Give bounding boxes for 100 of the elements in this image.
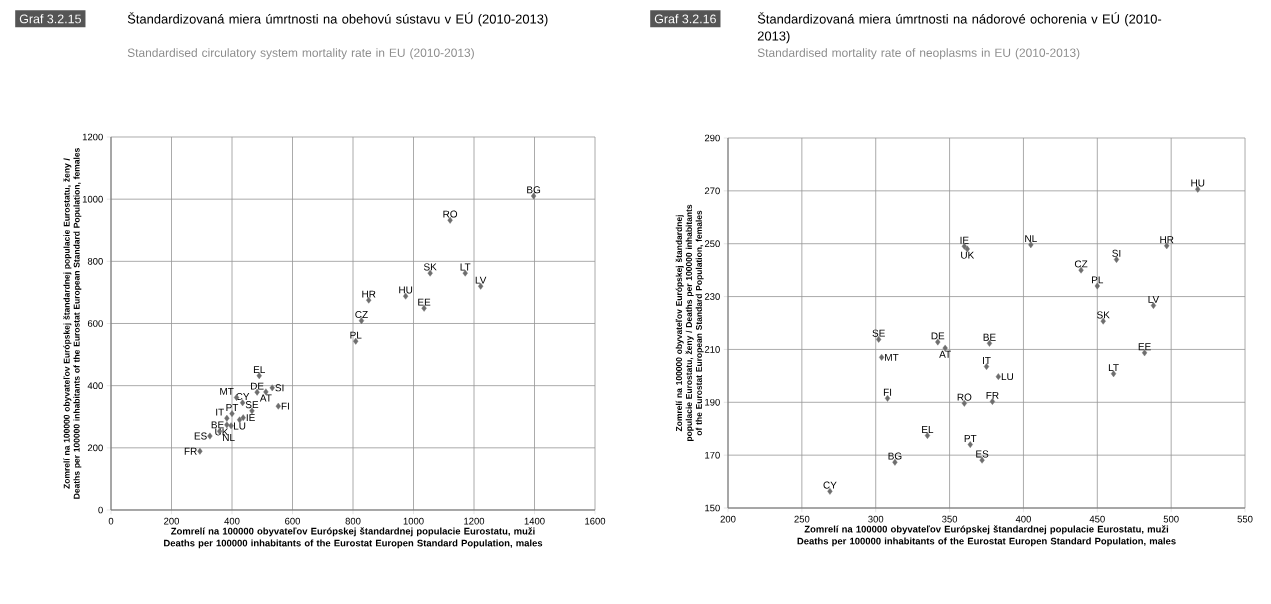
- annotation: BG: [888, 452, 902, 460]
- y-tick-label: 250: [704, 240, 720, 248]
- y-axis-title: Zomrelí na 100000 obyvateľov Európskej štandardnej populacie Eurostatu, ženy / Deaths per 100000 inhabitants of the Eurostat European Standard Population, females: [675, 204, 704, 442]
- x-tick-label: 0: [108, 517, 114, 525]
- annotation: SE: [872, 329, 885, 337]
- chart-title: Štandardizovaná miera úmrtnosti na obehovú sústavu v EÚ (2010-2013): [127, 12, 548, 27]
- annotation: SK: [423, 263, 437, 271]
- x-tick-label: 550: [1237, 515, 1253, 523]
- chart-subtitle: Standardised mortality rate of neoplasms in EU (2010-2013): [757, 48, 1080, 60]
- x-tick-label: 250: [794, 515, 810, 523]
- annotation: HU: [399, 286, 413, 294]
- annotation: MT: [220, 387, 234, 395]
- text: Graf 3.2.16: [654, 14, 716, 24]
- annotation: HR: [362, 290, 376, 298]
- annotation: FI: [883, 388, 892, 396]
- y-axis-title: Zomrelí na 100000 obyvateľov Európskej štandardnej populacie Eurostatu, ženy / Deaths per 100000 inhabitants of the Eurostat European Standard Population, females: [63, 148, 82, 499]
- x-tick-label: 800: [345, 517, 361, 525]
- annotation: FI: [281, 402, 289, 410]
- annotation: LV: [1148, 296, 1160, 303]
- annotation: EE: [1138, 343, 1151, 351]
- y-tick-label: 270: [704, 187, 720, 195]
- x-tick-label: 1400: [524, 517, 545, 525]
- text: Graf 3.2.15: [19, 14, 81, 24]
- annotation: PL: [1092, 276, 1104, 284]
- point: [275, 402, 281, 410]
- x-tick-label: 1200: [464, 517, 485, 525]
- annotation: BE: [983, 333, 996, 341]
- y-tick-label: 400: [87, 382, 103, 390]
- point: [224, 421, 230, 429]
- annotation: HU: [1191, 179, 1205, 187]
- point: [224, 414, 230, 422]
- y-tick-label: 190: [705, 398, 720, 406]
- annotation: LT: [1108, 364, 1119, 372]
- x-tick-label: 400: [1015, 515, 1031, 523]
- annotation: FR: [986, 391, 999, 399]
- annotation: IE: [246, 414, 255, 422]
- x-tick-label: 400: [224, 517, 240, 525]
- annotation: SK: [1097, 311, 1110, 319]
- annotation: IT: [216, 408, 224, 416]
- annotation: NL: [223, 434, 235, 441]
- y-tick-label: 800: [87, 257, 103, 265]
- annotation: NL: [1025, 235, 1037, 243]
- annotation: HR: [1160, 236, 1174, 244]
- annotation: DE: [251, 382, 264, 390]
- x-tick-label: 500: [1163, 515, 1179, 523]
- annotation: SI: [1112, 249, 1121, 257]
- annotation: UK: [961, 251, 975, 259]
- annotation: ES: [194, 432, 207, 440]
- annotation: RO: [957, 393, 972, 401]
- chart-subtitle: Standardised circulatory system mortality rate in EU (2010-2013): [127, 48, 474, 60]
- y-tick-label: 200: [87, 444, 103, 452]
- annotation: IT: [983, 357, 991, 364]
- annotation: PT: [226, 404, 239, 411]
- x-tick-label: 300: [868, 515, 884, 523]
- point: [228, 422, 234, 430]
- annotation: AT: [939, 350, 951, 358]
- annotation: DE: [931, 332, 945, 340]
- y-tick-label: 230: [704, 293, 720, 300]
- x-tick-label: 600: [285, 517, 301, 525]
- annotation: BE: [211, 421, 224, 429]
- y-tick-label: 1000: [82, 195, 103, 203]
- point: [879, 353, 885, 361]
- annotation: PT: [964, 435, 977, 442]
- annotation: EL: [253, 366, 265, 374]
- annotation: CY: [823, 481, 837, 489]
- annotation: SI: [275, 384, 284, 392]
- annotation: LU: [234, 422, 246, 430]
- annotation: CZ: [1074, 260, 1088, 268]
- annotation: LU: [1001, 373, 1013, 381]
- x-tick-label: 1000: [403, 517, 424, 525]
- x-axis-title: Zomrelí na 100000 obyvateľov Európskej štandardnej populacie Eurostatu, muži Deaths per 100000 inhabitants of the Eurostat Europen Standard Population, males: [164, 527, 543, 549]
- annotation: EE: [418, 298, 431, 306]
- annotation: MT: [885, 353, 899, 361]
- x-tick-label: 200: [164, 517, 180, 525]
- annotation: CZ: [355, 310, 368, 319]
- point: [197, 447, 203, 455]
- x-tick-label: 1600: [585, 517, 606, 525]
- point: [240, 414, 246, 422]
- annotation: ES: [976, 450, 989, 458]
- y-tick-label: 170: [705, 451, 720, 459]
- y-tick-label: 290: [704, 134, 720, 142]
- annotation: LT: [460, 263, 471, 271]
- annotation: RO: [443, 210, 458, 218]
- point: [995, 373, 1001, 381]
- annotation: AT: [259, 394, 272, 402]
- x-axis-title: Zomrelí na 100000 obyvateľov Európskej štandardnej populacie Eurostatu, muži Deaths per 100000 inhabitants of the Eurostat Europen Standard Population, males: [797, 525, 1176, 547]
- annotation: SE: [245, 401, 259, 409]
- y-tick-label: 0: [98, 506, 103, 514]
- x-tick-label: 450: [1089, 515, 1105, 523]
- annotation: FR: [184, 447, 197, 455]
- annotation: LV: [475, 276, 487, 284]
- point: [207, 432, 213, 440]
- annotation: PL: [350, 331, 362, 339]
- x-tick-label: 350: [942, 515, 958, 523]
- x-tick-label: 200: [720, 515, 736, 523]
- y-tick-label: 1200: [82, 133, 103, 141]
- chart-title: Štandardizovaná miera úmrtnosti na nádorové ochorenia v EÚ (2010-2013): [757, 12, 1162, 44]
- y-tick-label: 210: [704, 346, 720, 353]
- y-tick-label: 150: [705, 504, 720, 512]
- annotation: IE: [960, 236, 969, 244]
